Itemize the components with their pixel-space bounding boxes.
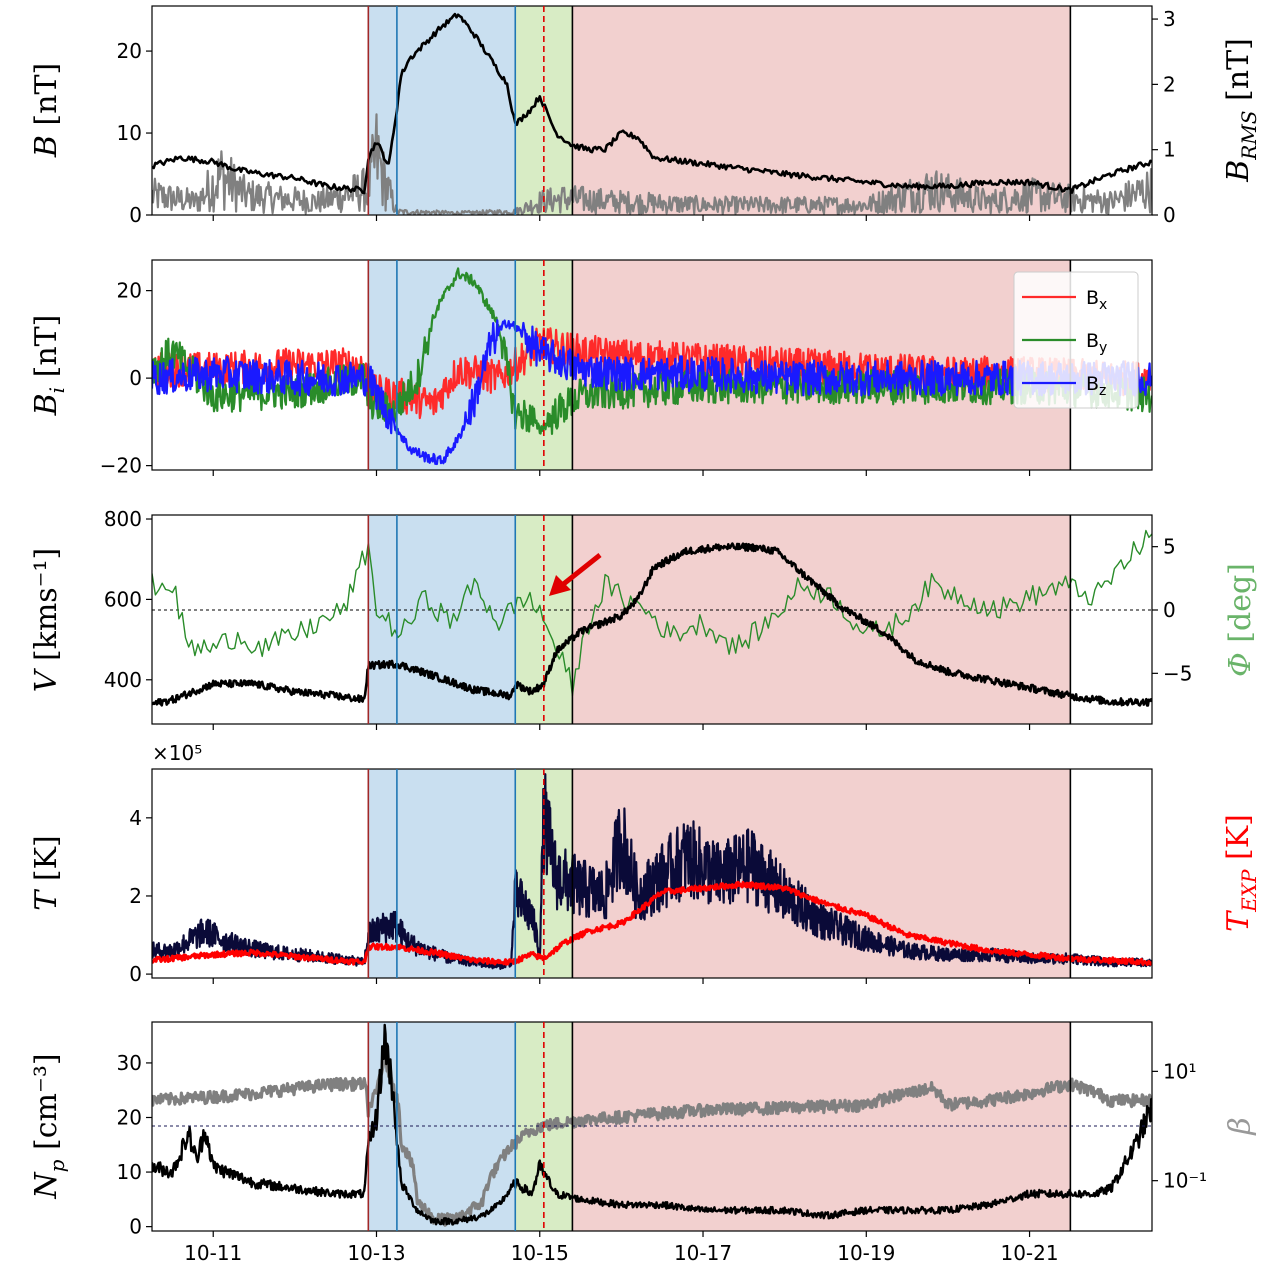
x-tick-label: 10-17 bbox=[674, 1241, 732, 1265]
y-label-T: T [K] bbox=[29, 835, 64, 910]
series-B_z bbox=[152, 319, 1152, 466]
interval-high-speed-stream bbox=[572, 6, 1071, 215]
y-tick-label: 20 bbox=[117, 39, 142, 63]
y-tick-label-right: 3 bbox=[1163, 7, 1176, 31]
y-tick-label: 800 bbox=[104, 507, 142, 531]
series-N_p bbox=[152, 1023, 1152, 1226]
y-tick-label-right: 10⁻¹ bbox=[1163, 1169, 1207, 1193]
y-tick-label: 600 bbox=[104, 587, 142, 611]
series-B_RMS bbox=[152, 113, 1152, 215]
y-tick-label: 10 bbox=[117, 121, 142, 145]
y-tick-label: 20 bbox=[117, 1105, 142, 1129]
series-V bbox=[152, 542, 1152, 707]
panel-temperature: 0 2 4 ×10⁵ bbox=[129, 741, 1153, 986]
y-tick-label: −20 bbox=[100, 454, 142, 478]
y-tick-label: 10 bbox=[117, 1160, 142, 1184]
plot-frame bbox=[151, 5, 1153, 216]
plot-frame bbox=[151, 514, 1153, 725]
y-tick-label-right: 0 bbox=[1163, 203, 1176, 227]
y-label-beta: β bbox=[1223, 1117, 1258, 1135]
y-scale-multiplier: ×10⁵ bbox=[152, 741, 202, 765]
y-label-B_RMS: BRMS [nT] bbox=[1221, 38, 1261, 183]
x-tick-label: 10-13 bbox=[347, 1241, 405, 1265]
interval-sheath bbox=[368, 260, 397, 470]
series-beta bbox=[152, 1056, 1152, 1227]
annotation-arrow-head bbox=[549, 575, 571, 596]
y-label-T_EXP: TEXP [K] bbox=[1221, 814, 1261, 932]
x-tick-label: 10-15 bbox=[511, 1241, 569, 1265]
y-label-Phi: Φ [deg] bbox=[1223, 563, 1258, 677]
y-tick-label: 0 bbox=[129, 1215, 142, 1239]
x-tick-label: 10-19 bbox=[837, 1241, 895, 1265]
interval-magnetic-cloud bbox=[396, 1022, 516, 1231]
interval-sheath bbox=[368, 515, 397, 724]
y-tick-label: 30 bbox=[117, 1051, 142, 1075]
y-tick-label-right: 2 bbox=[1163, 72, 1176, 96]
y-tick-label: 400 bbox=[104, 668, 142, 692]
x-tick-label: 10-11 bbox=[184, 1241, 242, 1265]
interval-magnetic-cloud bbox=[396, 260, 516, 470]
y-tick-label: 0 bbox=[129, 962, 142, 986]
y-label-B: B [nT] bbox=[29, 63, 64, 158]
y-tick-label: 0 bbox=[129, 203, 142, 227]
y-tick-label: 2 bbox=[129, 884, 142, 908]
panel-speed-angle: 400 600 800 −5 0 5 bbox=[104, 507, 1192, 730]
x-tick-label: 10-21 bbox=[1000, 1241, 1058, 1265]
interval-high-speed-stream bbox=[572, 515, 1071, 724]
interval-magnetic-cloud bbox=[396, 6, 516, 215]
y-tick-label-right: 10¹ bbox=[1163, 1059, 1196, 1083]
y-tick-label-right: −5 bbox=[1163, 661, 1192, 685]
y-label-V: V [kms⁻¹] bbox=[29, 548, 64, 693]
y-tick-label-right: 5 bbox=[1163, 535, 1176, 559]
series-T bbox=[152, 773, 1152, 971]
series-Phi bbox=[152, 529, 1152, 697]
y-tick-label: 0 bbox=[129, 366, 142, 390]
y-tick-label: 20 bbox=[117, 279, 142, 303]
series-B bbox=[152, 12, 1152, 195]
panel-field-magnitude: 0 10 20 0 1 2 3 bbox=[117, 5, 1176, 227]
y-tick-label-right: 1 bbox=[1163, 138, 1176, 162]
plot-frame bbox=[151, 1021, 1153, 1232]
series-B_y bbox=[152, 267, 1152, 435]
annotation-arrow-shaft bbox=[559, 553, 602, 588]
y-tick-label-right: 0 bbox=[1163, 598, 1176, 622]
y-label-B_i: Bi [nT] bbox=[29, 315, 69, 417]
plot-frame bbox=[151, 259, 1153, 471]
panel-density-beta: 0 10 20 30 10⁻¹ 10¹ 10-11 10-13 10-15 10-17 10-1… bbox=[117, 1021, 1207, 1265]
y-label-N_p: Np [cm⁻³] bbox=[29, 1053, 69, 1199]
series-T_EXP bbox=[152, 880, 1152, 966]
plot-frame bbox=[151, 768, 1153, 979]
y-tick-label: 4 bbox=[129, 806, 142, 830]
